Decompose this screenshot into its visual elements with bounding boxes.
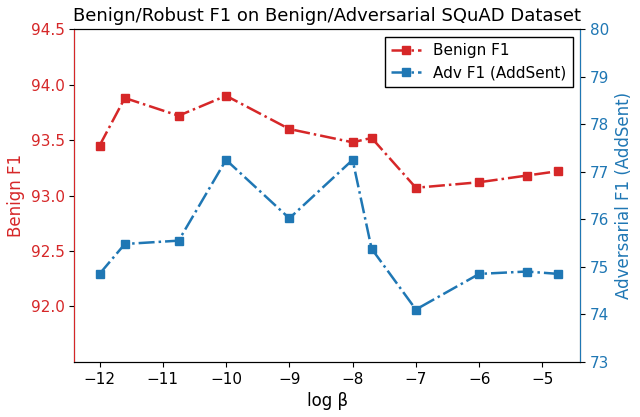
- Y-axis label: Benign F1: Benign F1: [7, 154, 25, 237]
- Line: Benign F1: Benign F1: [96, 92, 562, 191]
- Adv F1 (AddSent): [222, 157, 230, 162]
- Adv F1 (AddSent): [121, 241, 129, 246]
- Line: Adv F1 (AddSent): Adv F1 (AddSent): [96, 156, 562, 313]
- Benign F1: [523, 173, 531, 178]
- Benign F1: [368, 136, 376, 141]
- Adv F1 (AddSent): [412, 307, 420, 312]
- Legend: Benign F1, Adv F1 (AddSent): Benign F1, Adv F1 (AddSent): [385, 37, 573, 87]
- X-axis label: log β: log β: [307, 392, 348, 410]
- Benign F1: [476, 180, 483, 185]
- Benign F1: [175, 113, 182, 118]
- Adv F1 (AddSent): [554, 271, 562, 276]
- Title: Benign/Robust F1 on Benign/Adversarial SQuAD Dataset: Benign/Robust F1 on Benign/Adversarial S…: [74, 7, 581, 25]
- Benign F1: [285, 126, 293, 131]
- Adv F1 (AddSent): [96, 271, 104, 276]
- Adv F1 (AddSent): [368, 246, 376, 251]
- Adv F1 (AddSent): [175, 238, 182, 243]
- Benign F1: [412, 185, 420, 190]
- Adv F1 (AddSent): [285, 216, 293, 221]
- Adv F1 (AddSent): [523, 269, 531, 274]
- Benign F1: [96, 143, 104, 148]
- Benign F1: [121, 95, 129, 100]
- Benign F1: [554, 168, 562, 173]
- Adv F1 (AddSent): [476, 271, 483, 276]
- Y-axis label: Adversarial F1 (AddSent): Adversarial F1 (AddSent): [615, 92, 633, 299]
- Adv F1 (AddSent): [349, 157, 356, 162]
- Benign F1: [349, 140, 356, 145]
- Benign F1: [222, 93, 230, 98]
